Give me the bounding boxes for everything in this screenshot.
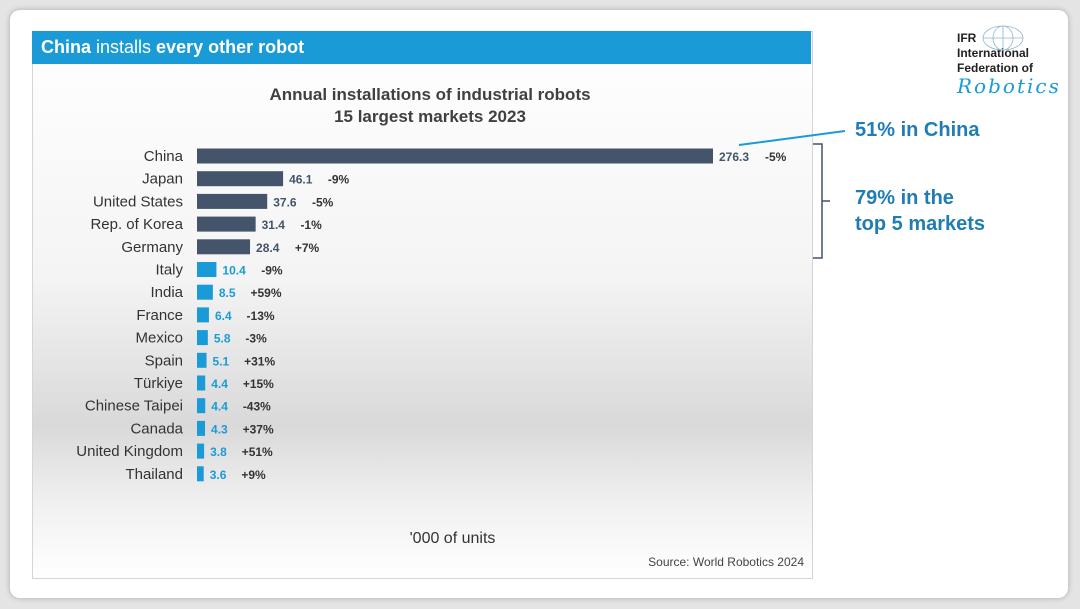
change-label: +59% <box>250 286 281 300</box>
category-label: China <box>144 148 184 165</box>
bar-3 <box>197 216 256 232</box>
value-label: 10.4 <box>222 264 246 278</box>
bar-0 <box>197 148 713 164</box>
category-label: Türkiye <box>134 375 183 392</box>
value-label: 276.3 <box>719 150 749 164</box>
banner: China installs every other robot <box>32 31 811 64</box>
ifr-logo: IFR International Federation of Robotics <box>957 25 1067 98</box>
category-label: Italy <box>155 262 183 279</box>
callout-top5-line1: 79% in the <box>855 187 954 209</box>
category-label: Mexico <box>135 330 183 347</box>
bar-14 <box>197 466 204 482</box>
category-label: Canada <box>130 420 183 437</box>
change-label: -1% <box>300 218 322 232</box>
chart-panel <box>32 31 813 579</box>
category-label: Chinese Taipei <box>85 398 183 415</box>
value-label: 31.4 <box>262 218 286 232</box>
change-label: -13% <box>247 309 275 323</box>
change-label: -3% <box>245 332 267 346</box>
change-label: +15% <box>243 377 274 391</box>
change-label: +7% <box>295 241 320 255</box>
value-label: 6.4 <box>215 309 232 323</box>
source-note: Source: World Robotics 2024 <box>648 555 804 569</box>
category-label: United States <box>93 193 183 210</box>
globe-icon <box>982 25 1024 51</box>
value-label: 4.4 <box>211 400 228 414</box>
banner-normal-text: installs <box>91 37 157 57</box>
bar-4 <box>197 239 251 255</box>
logo-federation: Federation of <box>957 61 1034 75</box>
value-label: 5.1 <box>213 354 230 368</box>
callout-top5-line2: top 5 markets <box>855 213 986 235</box>
bar-8 <box>197 330 208 346</box>
callout-china-share: 51% in China <box>855 119 980 141</box>
category-label: Spain <box>145 352 183 369</box>
bar-10 <box>197 375 206 391</box>
bar-2 <box>197 193 268 209</box>
china-callout-line <box>738 130 846 146</box>
chart-title: Annual installations of industrial robot… <box>269 85 591 104</box>
value-label: 3.6 <box>210 468 227 482</box>
category-label: United Kingdom <box>76 443 183 460</box>
chart-subtitle: 15 largest markets 2023 <box>334 107 526 126</box>
banner-bold-china: China <box>41 37 92 57</box>
category-label: Japan <box>142 171 183 188</box>
banner-bold-text: every other robot <box>156 37 305 57</box>
category-label: France <box>136 307 183 324</box>
value-label: 46.1 <box>289 173 313 187</box>
bar-13 <box>197 443 205 459</box>
category-label: Thailand <box>125 466 183 483</box>
change-label: +51% <box>242 445 273 459</box>
change-label: -43% <box>243 400 271 414</box>
top5-bracket <box>813 143 830 259</box>
change-label: +9% <box>241 468 266 482</box>
value-label: 3.8 <box>210 445 227 459</box>
value-label: 37.6 <box>273 195 297 209</box>
bar-9 <box>197 352 207 368</box>
change-label: -9% <box>261 264 283 278</box>
value-label: 5.8 <box>214 332 231 346</box>
logo-robotics-script: Robotics <box>957 74 1061 98</box>
bar-12 <box>197 420 206 436</box>
category-label: India <box>150 284 183 301</box>
logo-ifr: IFR <box>957 31 977 45</box>
change-label: +31% <box>244 354 275 368</box>
logo-international: International <box>957 46 1030 60</box>
value-label: 4.3 <box>211 422 228 436</box>
change-label: +37% <box>243 422 274 436</box>
value-label: 8.5 <box>219 286 236 300</box>
category-label: Germany <box>121 239 183 256</box>
bar-7 <box>197 307 209 323</box>
bar-11 <box>197 398 206 414</box>
change-label: -5% <box>312 195 334 209</box>
change-label: -5% <box>765 150 787 164</box>
unit-label: '000 of units <box>409 530 496 547</box>
bar-6 <box>197 284 213 300</box>
bar-5 <box>197 262 217 277</box>
change-label: -9% <box>328 173 350 187</box>
value-label: 28.4 <box>256 241 280 255</box>
category-label: Rep. of Korea <box>90 216 183 233</box>
bar-1 <box>197 171 284 187</box>
value-label: 4.4 <box>211 377 228 391</box>
